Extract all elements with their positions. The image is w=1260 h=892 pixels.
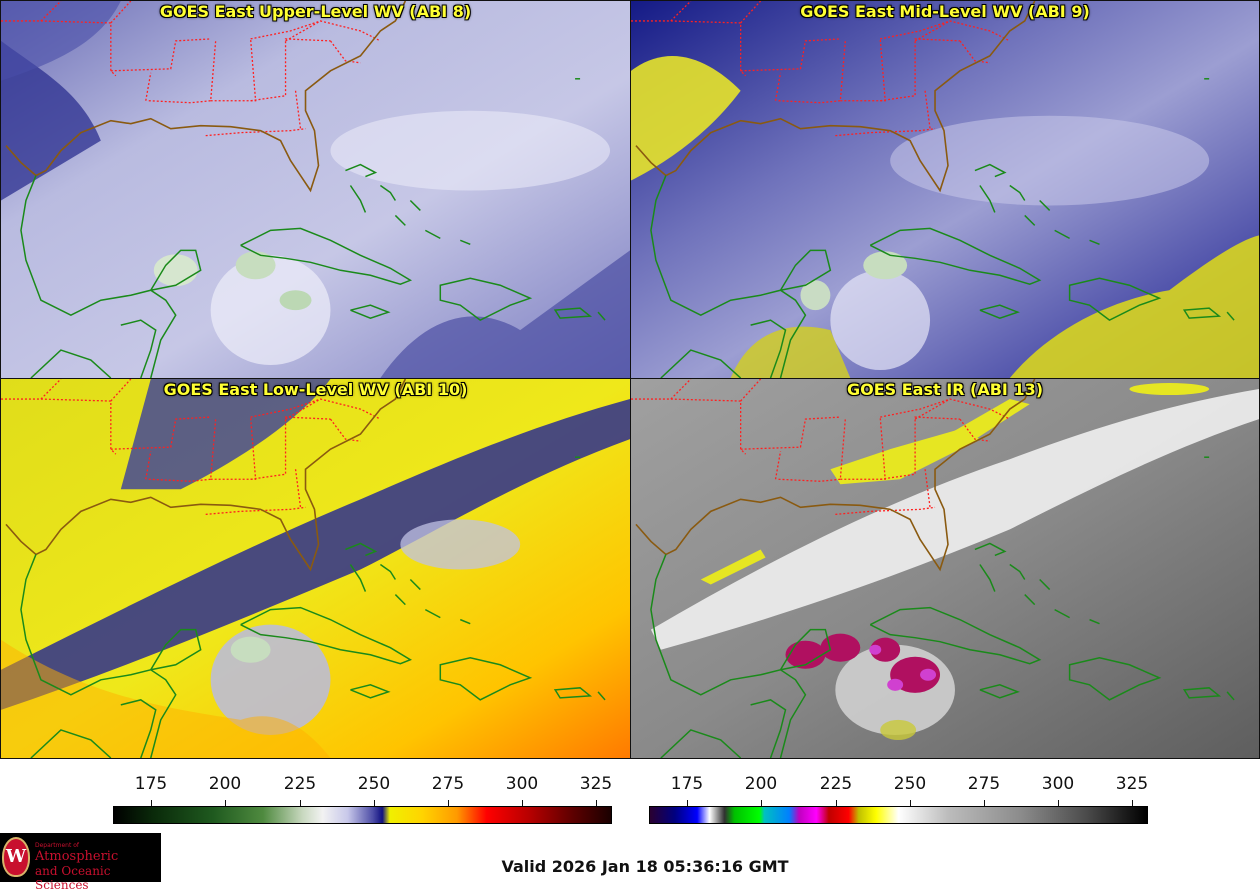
- aos-logo[interactable]: W Department of Atmospheric and Oceanic …: [0, 833, 161, 892]
- tick-label: 175: [134, 774, 168, 794]
- tick-label: 250: [893, 774, 927, 794]
- panel-ir[interactable]: GOES East IR (ABI 13): [630, 378, 1260, 759]
- panel-upper-level-wv[interactable]: GOES East Upper-Level WV (ABI 8): [0, 0, 631, 379]
- tick-label: 175: [670, 774, 704, 794]
- tick-label: 275: [967, 774, 1001, 794]
- satellite-image-ir: [631, 379, 1259, 758]
- tick-mark: [596, 800, 597, 806]
- panel-title: GOES East Mid-Level WV (ABI 9): [800, 2, 1090, 21]
- tick-label: 300: [1041, 774, 1075, 794]
- tick-label: 250: [357, 774, 391, 794]
- tick-mark: [300, 800, 301, 806]
- tick-mark: [1058, 800, 1059, 806]
- colorbar-gradient: [113, 806, 612, 824]
- tick-mark: [374, 800, 375, 806]
- colorbar-gradient: [649, 806, 1148, 824]
- panel-title: GOES East Low-Level WV (ABI 10): [163, 380, 468, 399]
- tick-mark: [836, 800, 837, 806]
- satellite-image-low: [1, 379, 630, 758]
- panel-title: GOES East Upper-Level WV (ABI 8): [159, 2, 472, 21]
- tick-label: 225: [819, 774, 853, 794]
- tick-label: 325: [579, 774, 613, 794]
- logo-department-label: Department of: [35, 842, 79, 849]
- panel-low-level-wv[interactable]: GOES East Low-Level WV (ABI 10): [0, 378, 631, 759]
- tick-label: 275: [431, 774, 465, 794]
- tick-label: 225: [283, 774, 317, 794]
- tick-mark: [761, 800, 762, 806]
- colorbar-water-vapor: 175 200 225 250 275 300 325: [113, 774, 612, 830]
- colorbar-infrared: 175 200 225 250 275 300 325: [649, 774, 1148, 830]
- tick-label: 300: [505, 774, 539, 794]
- tick-mark: [1132, 800, 1133, 806]
- panel-title: GOES East IR (ABI 13): [846, 380, 1044, 399]
- university-seal-icon: W: [2, 837, 30, 877]
- tick-mark: [984, 800, 985, 806]
- valid-time-label: Valid 2026 Jan 18 05:36:16 GMT: [501, 857, 789, 876]
- tick-mark: [151, 800, 152, 806]
- tick-mark: [522, 800, 523, 806]
- tick-label: 200: [744, 774, 778, 794]
- tick-mark: [225, 800, 226, 806]
- logo-line-atmospheric: Atmospheric: [35, 849, 119, 864]
- tick-mark: [687, 800, 688, 806]
- tick-label: 325: [1115, 774, 1149, 794]
- panel-mid-level-wv[interactable]: GOES East Mid-Level WV (ABI 9): [630, 0, 1260, 379]
- satellite-image-upper: [1, 1, 630, 378]
- tick-mark: [448, 800, 449, 806]
- satellite-image-mid: [631, 1, 1259, 378]
- tick-label: 200: [208, 774, 242, 794]
- tick-mark: [910, 800, 911, 806]
